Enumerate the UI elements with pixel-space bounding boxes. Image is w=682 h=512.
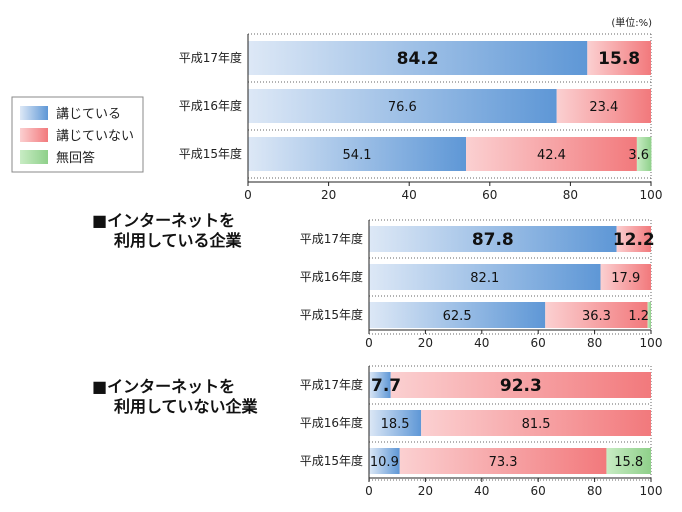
x-tick-label: 0	[244, 188, 252, 202]
data-label: 15.8	[598, 49, 640, 69]
x-tick-label: 20	[321, 188, 336, 202]
data-label: 7.7	[371, 376, 401, 396]
unit-label: (単位:%)	[611, 16, 652, 29]
data-label: 18.5	[381, 417, 410, 432]
category-label: 平成16年度	[179, 98, 242, 113]
data-label: 84.2	[397, 49, 439, 69]
category-label: 平成15年度	[300, 307, 363, 322]
bar-yes	[369, 302, 546, 328]
x-tick-label: 60	[531, 484, 546, 498]
bar-yes	[369, 410, 422, 436]
bar-yes	[248, 137, 467, 171]
section-title-line: ■インターネットを	[92, 377, 235, 396]
x-tick-label: 80	[587, 336, 602, 350]
x-tick-label: 20	[418, 484, 433, 498]
data-label: 17.9	[611, 271, 640, 286]
data-label: 42.4	[537, 148, 566, 163]
data-label: 36.3	[582, 309, 611, 324]
legend-swatch-yes	[20, 106, 48, 120]
legend-swatch-no	[20, 128, 48, 142]
x-tick-label: 0	[365, 484, 373, 498]
data-label: 76.6	[388, 100, 417, 115]
category-label: 平成17年度	[300, 377, 363, 392]
data-label: 87.8	[472, 230, 514, 250]
legend-label-no: 講じていない	[56, 128, 134, 144]
bar-no	[587, 41, 651, 75]
x-tick-label: 40	[474, 336, 489, 350]
bar-yes	[369, 264, 601, 290]
bar-no	[545, 302, 648, 328]
data-label: 73.3	[489, 455, 518, 470]
x-tick-label: 100	[640, 336, 663, 350]
x-tick-label: 0	[365, 336, 373, 350]
bar-no	[399, 448, 607, 474]
bar-no	[390, 372, 651, 398]
category-label: 平成17年度	[179, 50, 242, 65]
data-label: 62.5	[443, 309, 472, 324]
x-tick-label: 80	[563, 188, 578, 202]
data-label: 3.6	[628, 148, 649, 163]
bar-yes	[369, 448, 400, 474]
x-tick-label: 20	[418, 336, 433, 350]
data-label: 1.2	[628, 309, 649, 324]
bar-none	[647, 302, 651, 328]
chart-overall: 平成17年度 84.2 15.8 平成16年度 76.6 23.4 平成15年度 54.1 42…	[179, 33, 663, 202]
category-label: 平成16年度	[300, 415, 363, 430]
bar-no	[421, 410, 651, 436]
data-label: 12.2	[613, 230, 655, 250]
bar-no	[600, 264, 651, 290]
data-label: 92.3	[500, 376, 542, 396]
section-title-line: ■インターネットを	[92, 211, 235, 230]
x-tick-label: 40	[402, 188, 417, 202]
data-label: 54.1	[343, 148, 372, 163]
data-label: 81.5	[522, 417, 551, 432]
x-tick-label: 60	[482, 188, 497, 202]
bar-yes	[248, 89, 557, 123]
legend-label-yes: 講じている	[56, 106, 121, 122]
category-label: 平成15年度	[179, 146, 242, 161]
category-label: 平成17年度	[300, 231, 363, 246]
data-label: 10.9	[370, 455, 399, 470]
data-label: 23.4	[589, 100, 618, 115]
bar-no	[616, 226, 651, 252]
legend-label-none: 無回答	[56, 150, 95, 166]
bar-none	[606, 448, 651, 474]
x-tick-label: 100	[640, 188, 663, 202]
data-label: 82.1	[470, 271, 499, 286]
x-tick-label: 100	[640, 484, 663, 498]
bar-yes	[248, 41, 588, 75]
legend-swatch-none	[20, 150, 48, 164]
section-title-line: 利用していない企業	[114, 397, 259, 416]
bar-none	[636, 137, 652, 171]
section-title-line: 利用している企業	[114, 231, 243, 250]
category-label: 平成16年度	[300, 269, 363, 284]
bar-no	[556, 89, 651, 123]
legend: 講じている 講じていない 無回答	[11, 96, 144, 173]
x-tick-label: 40	[474, 484, 489, 498]
bar-no	[466, 137, 637, 171]
category-label: 平成15年度	[300, 453, 363, 468]
bar-yes	[369, 372, 391, 398]
data-label: 15.8	[614, 455, 643, 470]
x-tick-label: 60	[531, 336, 546, 350]
x-tick-label: 80	[587, 484, 602, 498]
bar-yes	[369, 226, 617, 252]
